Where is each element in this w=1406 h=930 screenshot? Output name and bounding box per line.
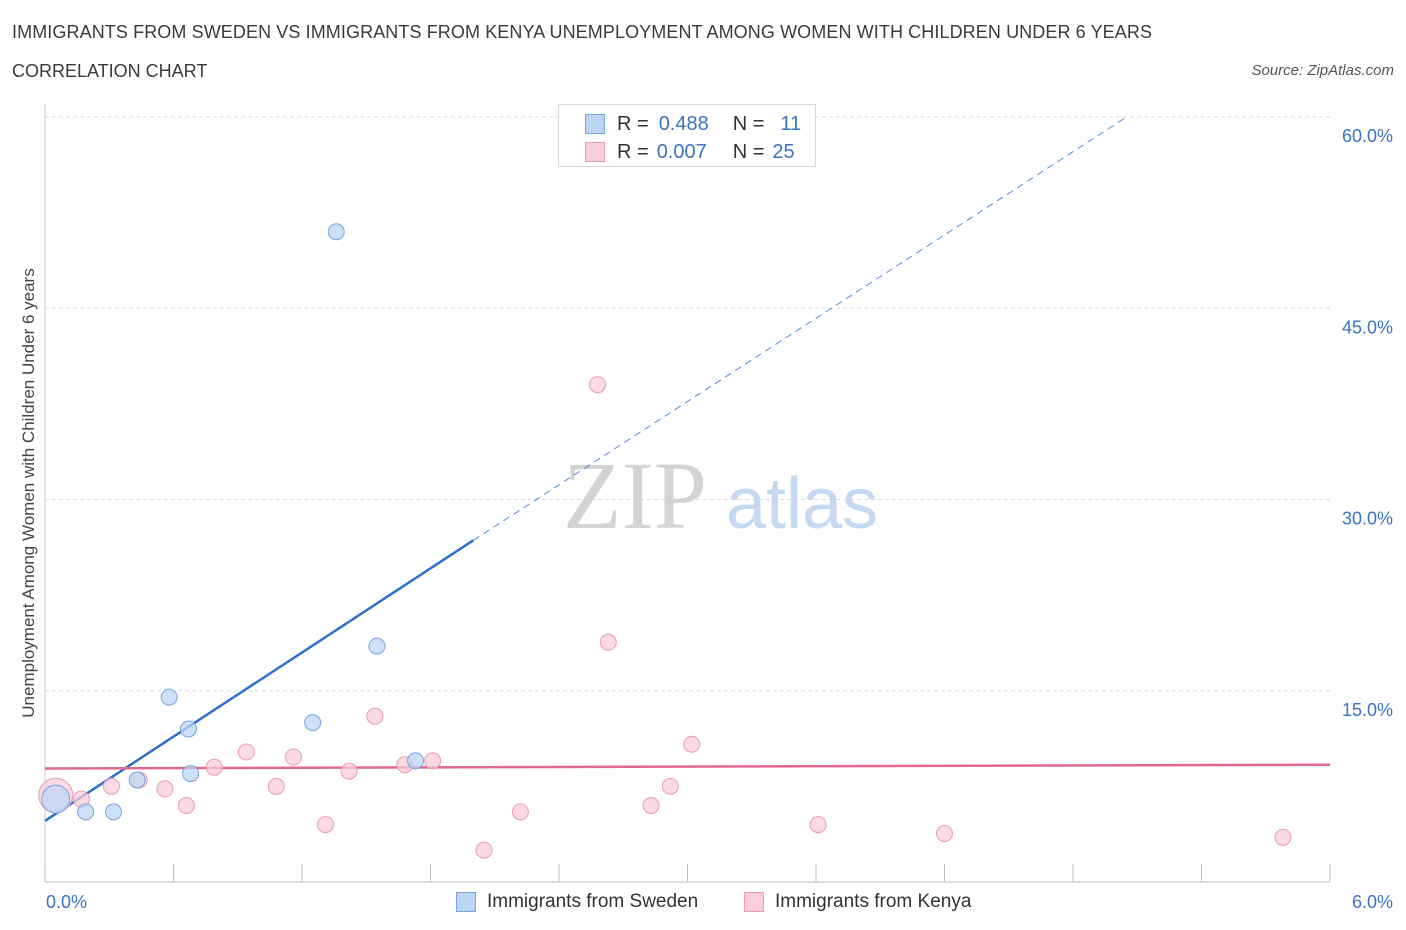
sweden-swatch <box>585 114 605 134</box>
kenya-point <box>237 743 255 761</box>
chart-subtitle: CORRELATION CHART <box>12 61 208 81</box>
sweden-n-value: 11 <box>780 112 802 135</box>
sweden-point <box>41 784 71 814</box>
kenya-point <box>809 816 827 834</box>
kenya-point <box>424 752 442 770</box>
y-tick-label: 45.0% <box>1342 317 1393 337</box>
x-tick-label-max: 6.0% <box>1352 892 1393 912</box>
kenya-r-label: R = <box>617 140 649 163</box>
kenya-point <box>366 707 384 725</box>
sweden-point <box>128 771 146 789</box>
watermark-atlas: atlas <box>726 464 878 544</box>
bottom-sweden-swatch <box>456 892 476 912</box>
kenya-r-value: 0.007 <box>656 140 707 163</box>
kenya-point <box>661 777 679 795</box>
sweden-point <box>105 803 123 821</box>
sweden-trend-extension <box>473 116 1127 541</box>
y-axis-label: Unemployment Among Women with Children U… <box>19 268 38 718</box>
watermark: ZIP atlas <box>563 442 878 549</box>
axes: 15.0% 30.0% 45.0% 60.0% 0.0% 6.0% <box>44 104 1393 912</box>
correlation-legend: R = 0.488 N = 11 R = 0.007 N = 25 <box>558 104 816 167</box>
kenya-point <box>177 797 195 814</box>
y-tick-label: 60.0% <box>1342 126 1393 146</box>
y-tick-label: 15.0% <box>1342 700 1393 720</box>
kenya-point <box>475 841 493 859</box>
bottom-legend-kenya: Immigrants from Kenya <box>744 888 971 916</box>
watermark-zip: ZIP <box>563 442 707 549</box>
sweden-point <box>77 803 95 821</box>
kenya-point <box>589 376 607 394</box>
kenya-point <box>511 803 529 821</box>
kenya-point <box>317 816 335 834</box>
kenya-point <box>936 825 953 843</box>
bottom-kenya-label: Immigrants from Kenya <box>775 891 972 912</box>
kenya-point <box>284 748 302 766</box>
trend-lines <box>44 116 1331 822</box>
sweden-r-label: R = <box>617 112 649 135</box>
kenya-point <box>102 777 120 795</box>
kenya-n-value: 25 <box>772 140 795 163</box>
sweden-point <box>182 765 200 783</box>
sweden-point <box>160 688 178 706</box>
sweden-point <box>304 714 322 732</box>
kenya-point <box>683 735 701 753</box>
kenya-point <box>599 633 617 651</box>
sweden-point <box>368 637 386 655</box>
x-tick-label-min: 0.0% <box>46 892 87 912</box>
chart-title: IMMIGRANTS FROM SWEDEN VS IMMIGRANTS FRO… <box>12 22 1153 42</box>
kenya-n-label: N = <box>732 140 765 163</box>
gridlines <box>45 116 1330 692</box>
kenya-trend-line <box>44 763 1331 770</box>
kenya-point <box>156 780 174 798</box>
sweden-n-label: N = <box>732 112 765 135</box>
kenya-point <box>205 758 223 776</box>
sweden-point <box>407 752 425 770</box>
sweden-point <box>327 223 345 241</box>
kenya-swatch <box>585 142 605 162</box>
kenya-point <box>642 797 660 814</box>
sweden-point <box>179 720 197 738</box>
bottom-legend-sweden: Immigrants from Sweden <box>456 888 698 916</box>
source-credit: Source: ZipAtlas.com <box>1251 62 1394 79</box>
kenya-point <box>267 777 285 795</box>
bottom-kenya-swatch <box>744 892 764 912</box>
data-points <box>38 223 1292 859</box>
kenya-point <box>340 762 358 780</box>
legend-row-kenya: R = 0.007 N = 25 <box>585 139 795 165</box>
kenya-point <box>1274 828 1292 846</box>
sweden-trend-line <box>44 539 475 822</box>
y-tick-label: 30.0% <box>1342 509 1393 529</box>
sweden-r-value: 0.488 <box>658 112 709 135</box>
legend-row-sweden: R = 0.488 N = 11 <box>585 111 801 137</box>
bottom-sweden-label: Immigrants from Sweden <box>487 891 699 912</box>
